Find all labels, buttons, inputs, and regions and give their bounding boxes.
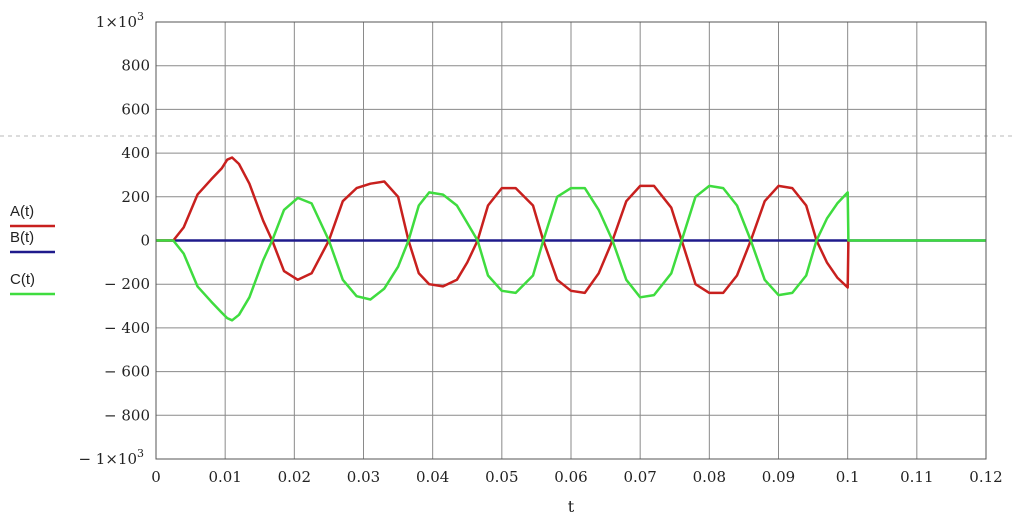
x-tick-label: 0.06 [554, 468, 587, 486]
y-tick-label: 1×103 [96, 10, 144, 31]
legend-label: B(t) [10, 229, 34, 246]
plot-frame [155, 21, 987, 460]
x-tick-label: 0 [151, 468, 161, 486]
legend: A(t) B(t) C(t) [10, 203, 55, 296]
x-tick-label: 0.04 [416, 468, 449, 486]
y-tick-label: 0 [140, 232, 150, 250]
y-tick-label: − 1×103 [78, 447, 144, 468]
x-tick-label: 0.11 [900, 468, 933, 486]
y-axis-ticks: 1×103 800 600 400 200 0 − 200 − 400 − 600 − 800 − … [78, 10, 150, 468]
y-tick-label: − 800 [104, 406, 150, 424]
y-tick-label: 400 [121, 144, 150, 162]
legend-label: C(t) [10, 271, 35, 288]
x-tick-label: 0.1 [836, 468, 860, 486]
x-axis-ticks: 0 0.01 0.02 0.03 0.04 0.05 0.06 0.07 0.08 0.09 0.1… [151, 468, 1002, 486]
x-tick-label: 0.12 [969, 468, 1002, 486]
x-axis-label: t [568, 497, 575, 516]
y-tick-label: 600 [121, 100, 150, 118]
x-tick-label: 0.09 [762, 468, 795, 486]
y-tick-label: − 600 [104, 363, 150, 381]
series-layer [156, 156, 986, 322]
y-tick-label: − 200 [104, 275, 150, 293]
x-tick-label: 0.03 [347, 468, 380, 486]
y-tick-label: 800 [121, 57, 150, 75]
x-tick-label: 0.08 [693, 468, 726, 486]
x-tick-label: 0.01 [208, 468, 241, 486]
x-tick-label: 0.02 [278, 468, 311, 486]
series-line-at [156, 156, 850, 295]
x-tick-label: 0.05 [485, 468, 518, 486]
y-tick-label: 200 [121, 188, 150, 206]
y-tick-label: − 400 [104, 319, 150, 337]
x-tick-label: 0.07 [623, 468, 656, 486]
series-line-ct [156, 184, 986, 322]
legend-label: A(t) [10, 203, 34, 220]
